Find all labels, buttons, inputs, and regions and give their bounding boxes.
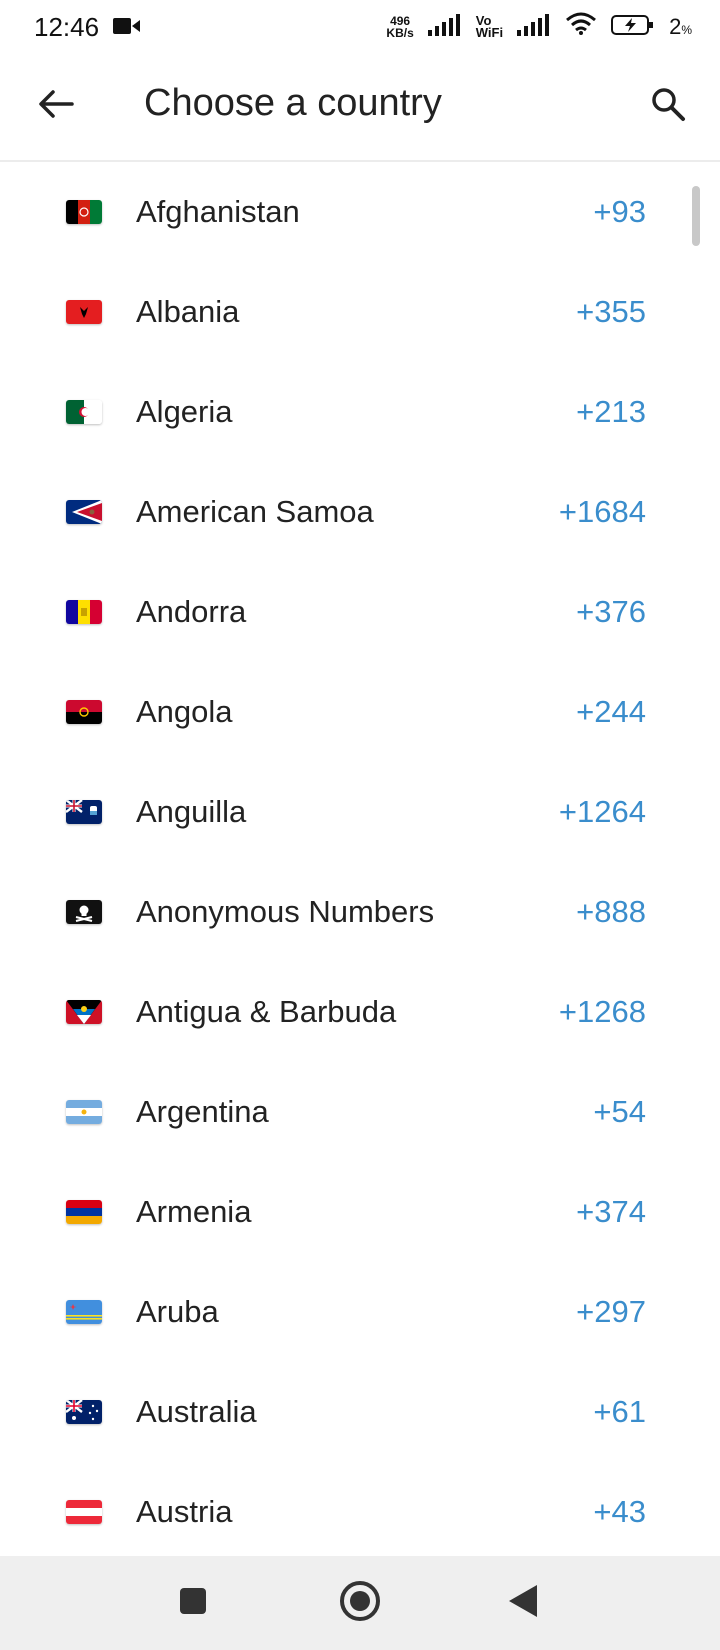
dial-code: +1268 [558,994,646,1029]
dial-code: +297 [576,1294,646,1329]
country-name: Antigua & Barbuda [136,994,397,1029]
page-title: Choose a country [144,82,442,124]
country-name: Albania [136,294,240,329]
flag-ar-icon [66,1100,102,1124]
battery-percent: 2% [669,14,692,40]
country-list[interactable]: Afghanistan +93 Albania +355 Algeria +213 Amer… [0,162,720,1556]
flag-ai-icon [66,800,102,824]
network-speed: 496 KB/s [386,15,413,39]
home-button[interactable] [335,1578,385,1628]
country-row[interactable]: Aruba +297 [0,1262,720,1362]
country-row[interactable]: Antigua & Barbuda +1268 [0,962,720,1062]
country-row[interactable]: American Samoa +1684 [0,462,720,562]
flag-am-icon [66,1200,102,1224]
system-nav-bar [0,1556,720,1650]
nav-back-button[interactable] [498,1578,548,1628]
country-row[interactable]: Angola +244 [0,662,720,762]
country-name: Armenia [136,1194,252,1229]
country-row[interactable]: Andorra +376 [0,562,720,662]
search-button[interactable] [642,80,694,132]
dial-code: +1264 [558,794,646,829]
signal-icon [427,12,462,43]
country-row[interactable]: Australia +61 [0,1362,720,1462]
country-name: Anonymous Numbers [136,894,435,929]
vowifi-indicator: Vo WiFi [475,13,504,40]
flag-pirate-icon [66,900,102,924]
dial-code: +355 [576,294,646,329]
vowifi-bottom: WiFi [475,25,504,40]
triangle-back-icon [507,1583,539,1624]
app-bar: Choose a country [0,54,720,162]
flag-as-icon [66,500,102,524]
status-left: 12:46 [34,12,141,43]
country-name: Angola [136,694,233,729]
country-name: Andorra [136,594,247,629]
country-row[interactable]: Albania +355 [0,262,720,362]
country-row[interactable]: Algeria +213 [0,362,720,462]
battery-icon [611,12,655,43]
scrollbar[interactable] [692,186,700,246]
country-name: Argentina [136,1094,269,1129]
dial-code: +376 [576,594,646,629]
recents-button[interactable] [168,1578,218,1628]
battery-percent-unit: % [681,23,692,37]
country-name: Aruba [136,1294,219,1329]
country-name: Australia [136,1394,257,1429]
dial-code: +1684 [558,494,646,529]
flag-af-icon [66,200,102,224]
wifi-icon [565,12,597,43]
country-name: Afghanistan [136,194,300,229]
vowifi-top: Vo [475,13,492,28]
circle-icon [339,1580,381,1627]
flag-au-icon [66,1400,102,1424]
clock: 12:46 [34,11,100,42]
flag-al-icon [66,300,102,324]
signal-icon-2 [517,12,551,43]
flag-ad-icon [66,600,102,624]
flag-aw-icon [66,1300,102,1324]
flag-at-icon [66,1500,102,1524]
country-row[interactable]: Armenia +374 [0,1162,720,1262]
country-row[interactable]: Austria +43 [0,1462,720,1556]
country-row[interactable]: Argentina +54 [0,1062,720,1162]
country-name: Algeria [136,394,233,429]
search-icon [650,86,686,127]
country-row[interactable]: Anguilla +1264 [0,762,720,862]
network-speed-value: 496 [390,14,411,28]
back-button[interactable] [30,80,82,132]
flag-dz-icon [66,400,102,424]
dial-code: +374 [576,1194,646,1229]
dial-code: +54 [593,1094,646,1129]
battery-percent-value: 2 [669,14,682,39]
country-row[interactable]: Afghanistan +93 [0,162,720,262]
video-camera-icon [113,12,141,43]
network-speed-unit: KB/s [386,26,414,40]
country-row[interactable]: Anonymous Numbers +888 [0,862,720,962]
flag-ao-icon [66,700,102,724]
dial-code: +93 [593,194,646,229]
country-name: Anguilla [136,794,247,829]
dial-code: +61 [593,1394,646,1429]
dial-code: +43 [593,1494,646,1529]
dial-code: +213 [576,394,646,429]
dial-code: +888 [576,894,646,929]
status-bar: 12:46 496 KB/s Vo WiFi 2% [0,0,720,54]
status-right: 496 KB/s Vo WiFi 2% [386,12,692,43]
square-icon [178,1586,208,1621]
country-name: Austria [136,1494,233,1529]
flag-ag-icon [66,1000,102,1024]
arrow-left-icon [38,89,74,124]
country-name: American Samoa [136,494,374,529]
dial-code: +244 [576,694,646,729]
